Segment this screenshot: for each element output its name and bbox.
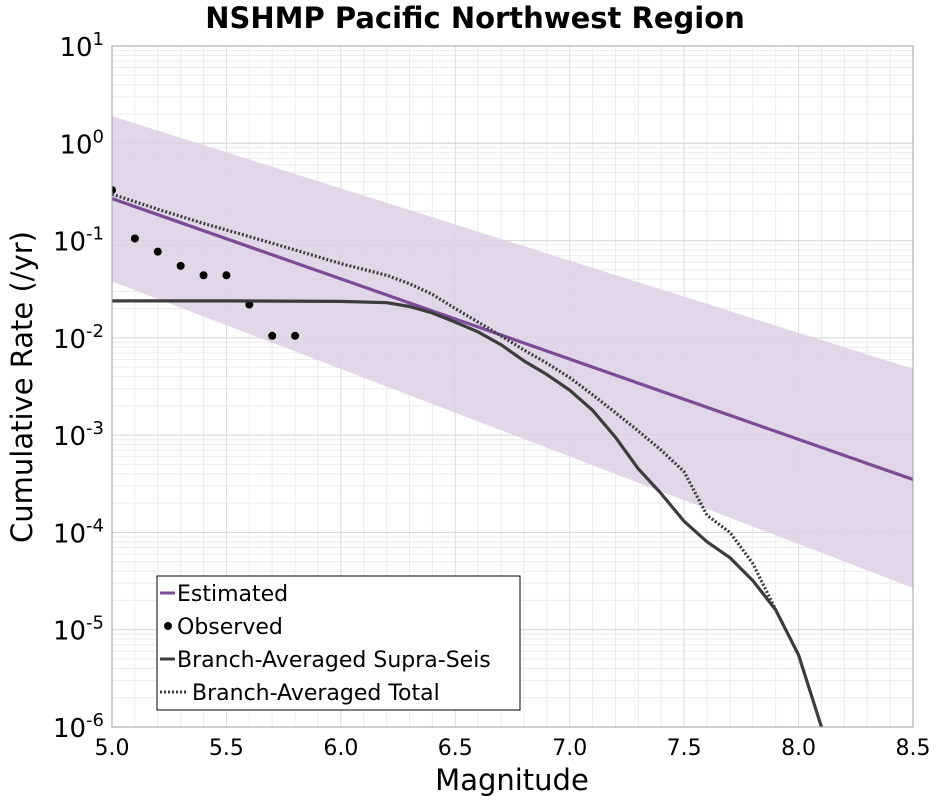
observed-point [176, 261, 185, 270]
branch-averaged-total-line [112, 192, 778, 611]
y-tick-label: 10-4 [53, 515, 104, 549]
y-tick-label: 10-5 [53, 613, 104, 647]
x-tick-label: 6.0 [323, 736, 358, 761]
y-tick-label: 10-3 [53, 418, 104, 452]
observed-point [291, 331, 300, 340]
y-tick-label: 100 [59, 126, 104, 160]
y-tick-base: 10 [53, 714, 86, 744]
series-layer [112, 186, 913, 727]
observed-point [222, 271, 231, 280]
y-tick-exponent: -4 [86, 515, 104, 536]
x-tick-label: 7.5 [667, 736, 702, 761]
y-tick-exponent: 1 [93, 29, 104, 50]
observed-point [199, 271, 208, 280]
legend-label-branch-averaged-total: Branch-Averaged Total [192, 681, 440, 706]
legend-label-estimated: Estimated [177, 582, 288, 607]
y-tick-base: 10 [53, 228, 86, 258]
y-axis-label: Cumulative Rate (/yr) [5, 231, 39, 543]
y-tick-base: 10 [59, 130, 92, 160]
y-tick-base: 10 [53, 617, 86, 647]
y-tick-base: 10 [59, 33, 92, 63]
x-tick-label: 6.5 [438, 736, 473, 761]
legend-label-branch-averaged-supra-seis: Branch-Averaged Supra-Seis [177, 648, 491, 673]
observed-point [112, 186, 116, 195]
x-tick-label: 7.0 [552, 736, 587, 761]
chart-title: NSHMP Pacific Northwest Region [205, 1, 745, 35]
y-tick-exponent: -5 [86, 613, 104, 634]
y-tick-exponent: -1 [86, 224, 104, 245]
x-axis-label: Magnitude [435, 763, 589, 797]
y-tick-label: 10-6 [53, 710, 104, 744]
legend: Estimated Observed Branch-Averaged Supra-S… [156, 575, 521, 711]
legend-label-observed: Observed [177, 615, 283, 640]
x-tick-label: 8.5 [896, 736, 931, 761]
plot-frame [111, 45, 914, 728]
y-tick-base: 10 [53, 422, 86, 452]
y-tick-exponent: 0 [93, 126, 104, 147]
branch-averaged-supra-seis-line [112, 299, 823, 727]
y-tick-label: 101 [59, 29, 104, 63]
estimated-line [112, 197, 913, 482]
observed-point [153, 247, 162, 256]
x-tick-label: 5.0 [95, 736, 130, 761]
legend-box [156, 575, 521, 711]
x-tick-label: 5.5 [209, 736, 244, 761]
observed-point [130, 234, 139, 243]
y-tick-label: 10-2 [53, 321, 104, 355]
y-tick-exponent: -3 [86, 418, 104, 439]
y-tick-base: 10 [53, 519, 86, 549]
y-tick-exponent: -6 [86, 710, 104, 731]
observed-point [268, 331, 277, 340]
y-tick-label: 10-1 [53, 224, 104, 258]
y-tick-base: 10 [53, 325, 86, 355]
y-tick-exponent: -2 [86, 321, 104, 342]
x-tick-label: 8.0 [781, 736, 816, 761]
legend-marker-observed [164, 622, 172, 630]
